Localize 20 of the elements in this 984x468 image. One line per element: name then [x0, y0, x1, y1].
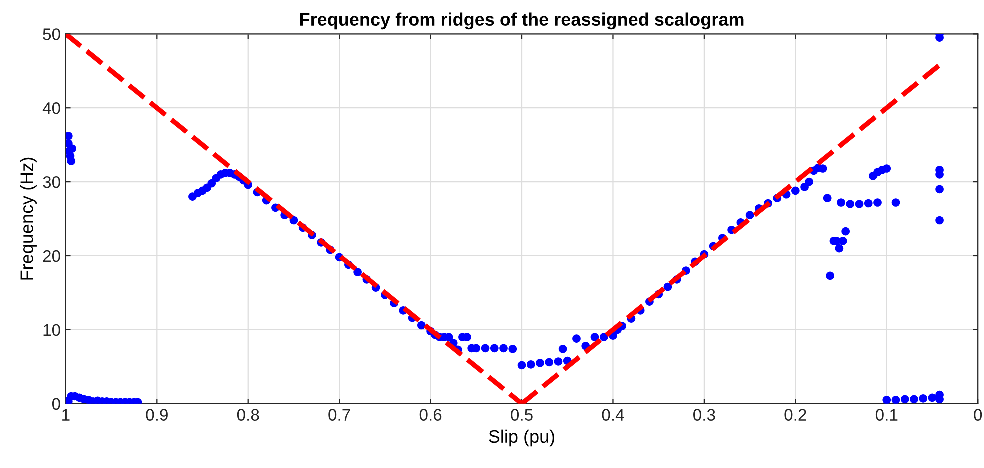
x-tick-label: 0.7 — [328, 409, 350, 421]
x-tick-label: 0.2 — [784, 409, 806, 421]
y-tick-label: 50 — [43, 28, 60, 40]
y-axis-title: Frequency (Hz) — [20, 158, 37, 280]
y-tick-label: 10 — [44, 324, 60, 336]
x-tick-label: 0.9 — [146, 409, 168, 421]
x-axis-title: Slip (pu) — [489, 430, 555, 447]
x-tick-label: 0.6 — [420, 409, 442, 421]
x-tick-label: 0.5 — [511, 409, 533, 421]
x-tick-label: 0.4 — [602, 409, 624, 421]
x-tick-label: 0.8 — [237, 409, 260, 421]
y-tick-label: 40 — [42, 102, 60, 114]
y-tick-label: 30 — [43, 176, 60, 188]
x-tick-label: 0.3 — [694, 409, 716, 421]
chart-title: Frequency from ridges of the reassigned scalogram — [300, 12, 744, 30]
y-tick-label: 0 — [52, 398, 60, 410]
x-tick-label: 0 — [974, 409, 982, 421]
y-tick-label: 20 — [43, 250, 60, 262]
x-tick-label: 0.1 — [876, 409, 898, 421]
x-tick-label: 1 — [62, 409, 70, 421]
